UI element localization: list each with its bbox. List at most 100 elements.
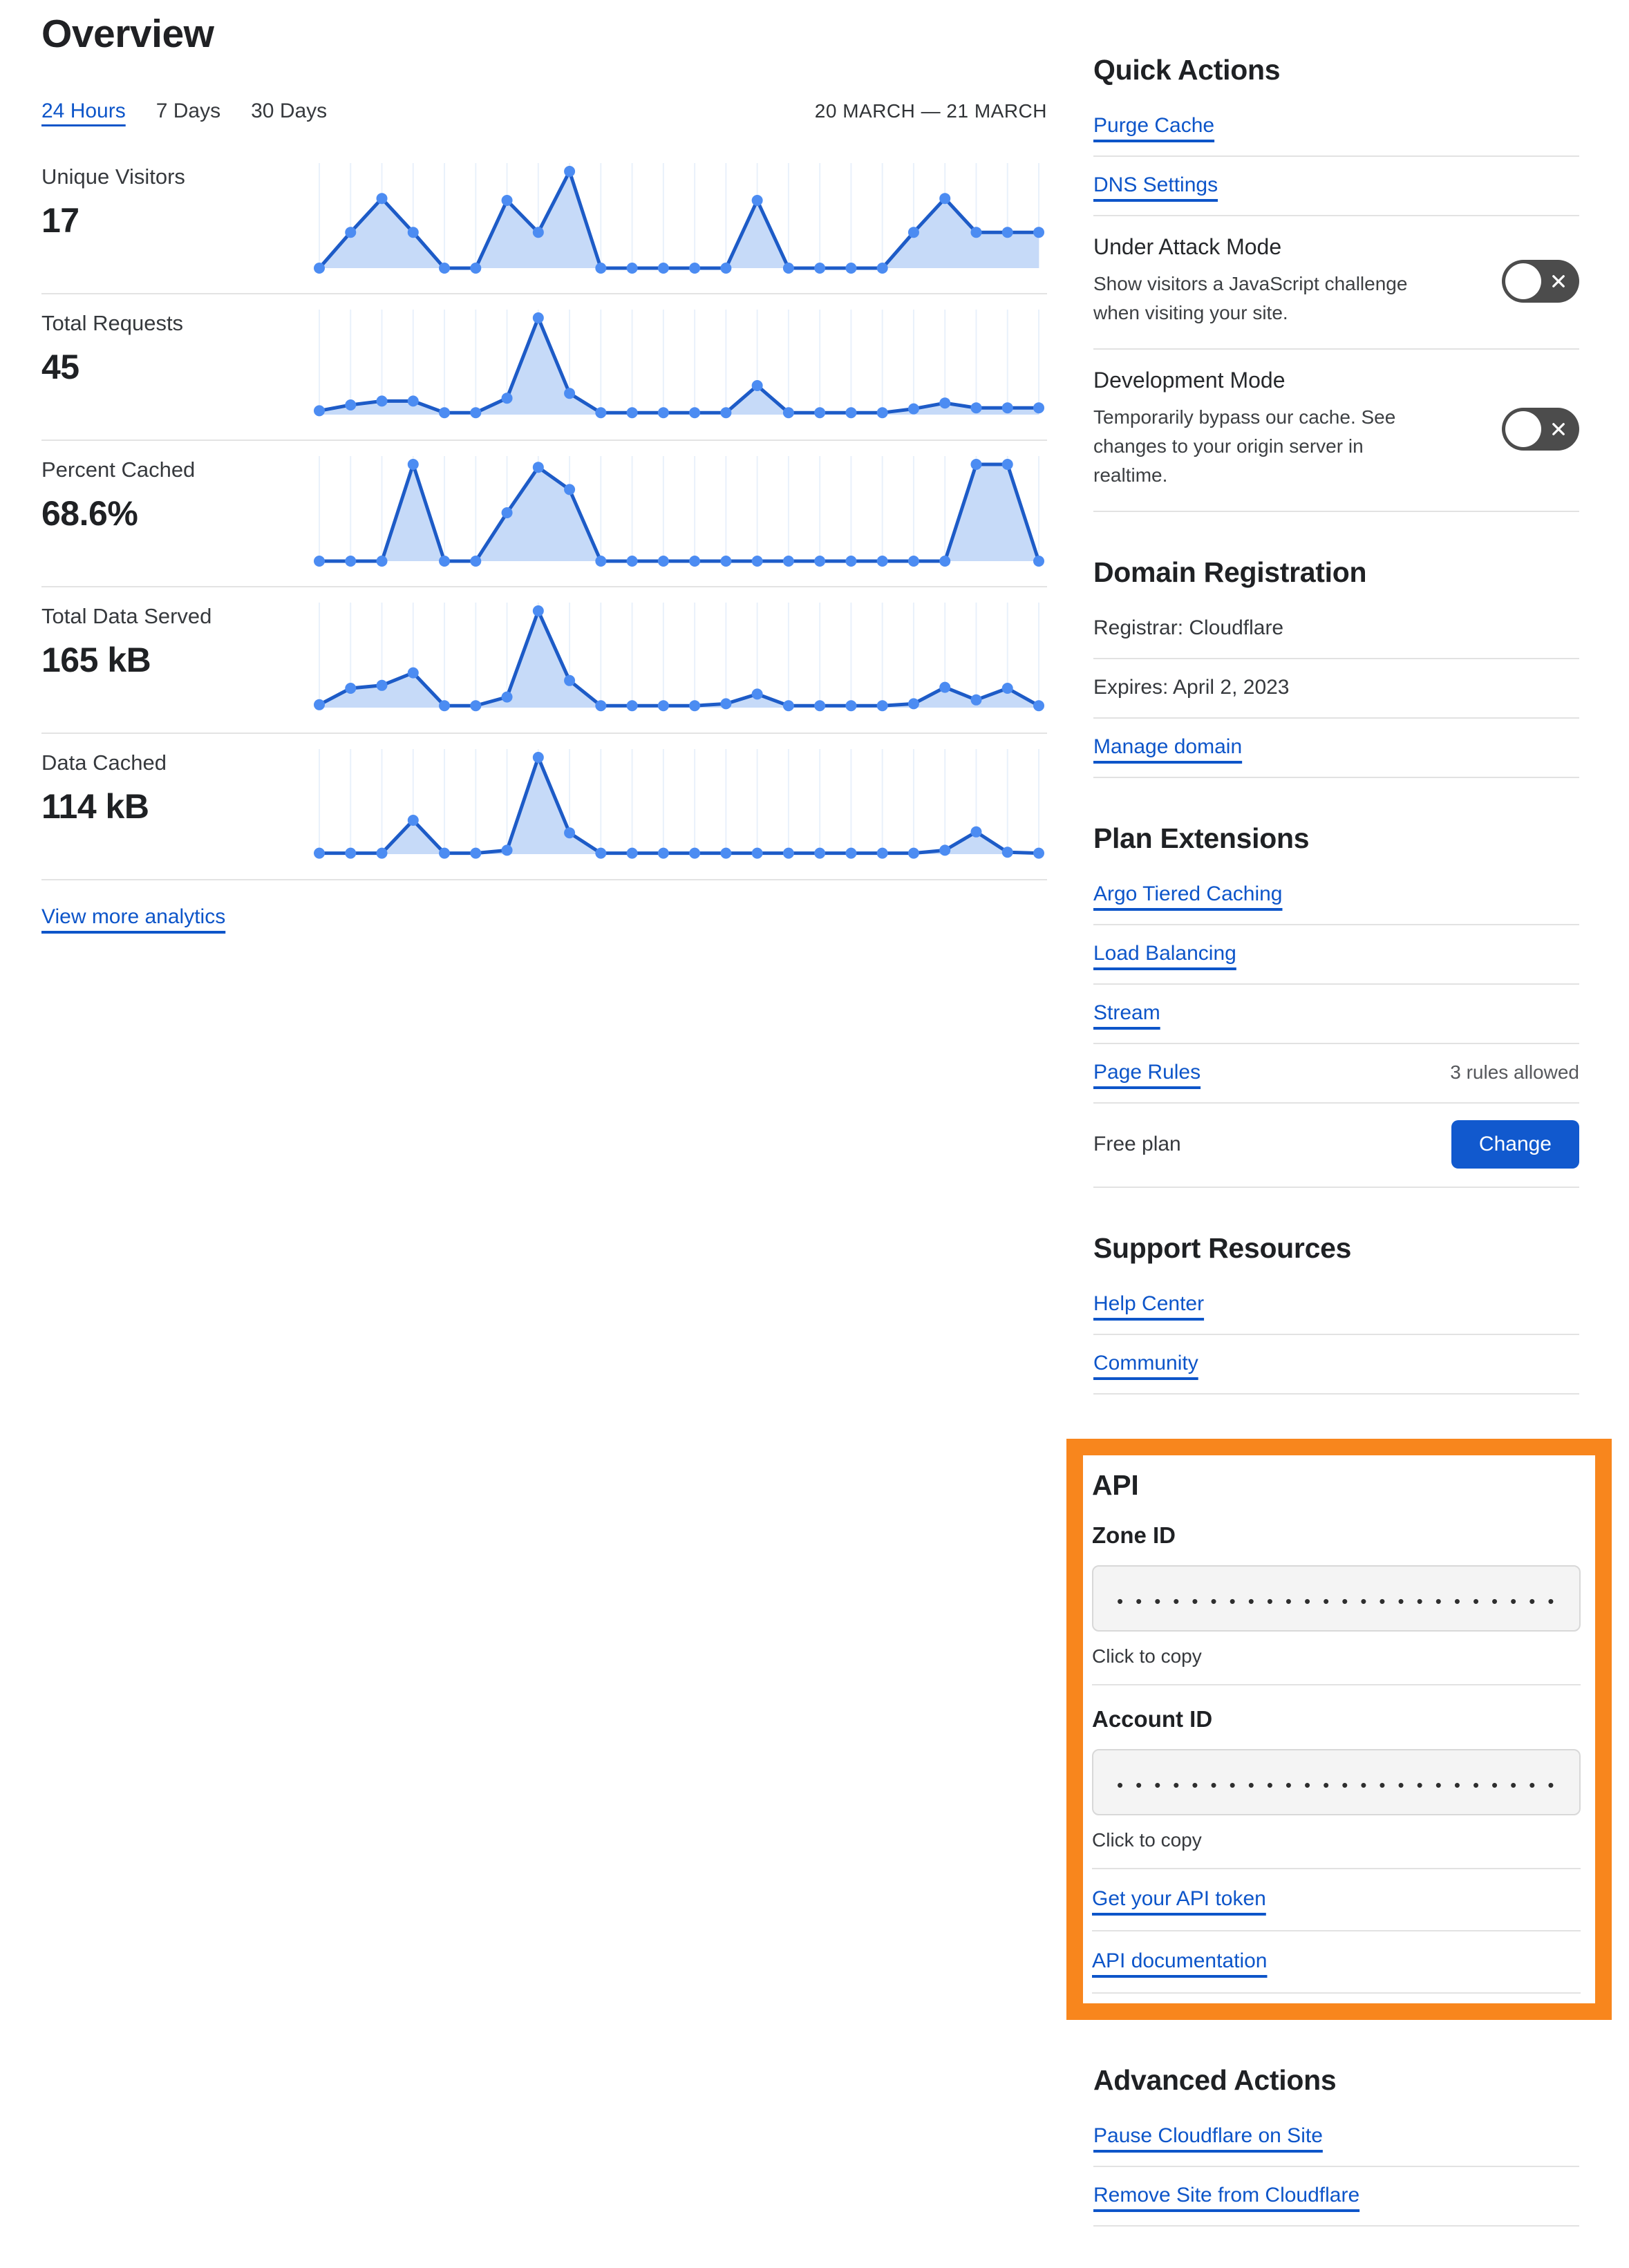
- support-resources-heading: Support Resources: [1093, 1232, 1352, 1264]
- metric-info: Total Requests 45: [41, 294, 311, 440]
- get-api-token-link[interactable]: Get your API token: [1092, 1887, 1266, 1910]
- metric-label: Total Data Served: [41, 604, 212, 628]
- advanced-actions-heading: Advanced Actions: [1093, 2064, 1337, 2096]
- api-token-row: Get your API token: [1092, 1869, 1581, 1931]
- expires-row: Expires: April 2, 2023: [1093, 659, 1579, 719]
- argo-tiered-caching-link[interactable]: Argo Tiered Caching: [1093, 882, 1283, 905]
- metric-value: 68.6%: [41, 494, 138, 533]
- metric-info: Total Data Served 165 kB: [41, 587, 311, 733]
- page-rules-allowance: 3 rules allowed: [1450, 1061, 1579, 1083]
- metric-label: Total Requests: [41, 311, 184, 335]
- remove-site-row: Remove Site from Cloudflare: [1093, 2167, 1579, 2227]
- metric-value: 165 kB: [41, 641, 151, 679]
- sparkline-chart-total-data-served: [314, 603, 1044, 712]
- under-attack-mode-row: Under Attack Mode Show visitors a JavaSc…: [1093, 216, 1579, 350]
- zone-id-field[interactable]: •••••••••••••••••••••••••••: [1092, 1565, 1581, 1632]
- sidebar: Quick Actions Purge Cache DNS Settings U…: [1066, 0, 1612, 2227]
- api-heading: API: [1092, 1469, 1139, 1501]
- metric-row-total-data-served: Total Data Served 165 kB: [41, 587, 1047, 734]
- pause-cloudflare-row: Pause Cloudflare on Site: [1093, 2108, 1579, 2167]
- load-balancing-row: Load Balancing: [1093, 925, 1579, 985]
- expires-value: Expires: April 2, 2023: [1093, 676, 1290, 699]
- metric-value: 114 kB: [41, 787, 149, 826]
- metric-info: Percent Cached 68.6%: [41, 441, 311, 586]
- account-id-label: Account ID: [1092, 1706, 1213, 1732]
- divider: [1092, 1868, 1581, 1869]
- under-attack-mode-description: Show visitors a JavaScript challenge whe…: [1093, 273, 1408, 323]
- api-documentation-row: API documentation: [1092, 1931, 1581, 1994]
- api-documentation-link[interactable]: API documentation: [1092, 1949, 1268, 1972]
- domain-registration-heading: Domain Registration: [1093, 556, 1367, 588]
- argo-tiered-caching-row: Argo Tiered Caching: [1093, 866, 1579, 925]
- plan-label: Free plan: [1093, 1133, 1181, 1155]
- community-link[interactable]: Community: [1093, 1352, 1198, 1374]
- plan-extensions-section: Plan Extensions Argo Tiered Caching Load…: [1093, 822, 1579, 1188]
- stream-row: Stream: [1093, 985, 1579, 1044]
- toggle-knob: [1505, 410, 1541, 447]
- sparkline-chart-total-requests: [314, 310, 1044, 419]
- domain-registration-section: Domain Registration Registrar: Cloudflar…: [1093, 556, 1579, 778]
- zone-id-label: Zone ID: [1092, 1522, 1176, 1548]
- zone-id-copy-hint: Click to copy: [1092, 1645, 1202, 1667]
- metrics-list: Unique Visitors 17 Total Requests 45 Per…: [41, 148, 1047, 880]
- registrar-value: Registrar: Cloudflare: [1093, 616, 1284, 639]
- time-range-tabs: 24 Hours 7 Days 30 Days 20 MARCH — 21 MA…: [41, 100, 1047, 123]
- dns-settings-row: DNS Settings: [1093, 157, 1579, 216]
- advanced-actions-section: Advanced Actions Pause Cloudflare on Sit…: [1093, 2064, 1579, 2227]
- under-attack-mode-toggle[interactable]: [1502, 259, 1579, 303]
- development-mode-description: Temporarily bypass our cache. See change…: [1093, 406, 1396, 486]
- account-id-masked-value: •••••••••••••••••••••••••••: [1117, 1776, 1556, 1794]
- sparkline-chart-data-cached: [314, 749, 1044, 859]
- toggle-knob: [1505, 263, 1541, 299]
- metric-row-percent-cached: Percent Cached 68.6%: [41, 441, 1047, 587]
- metric-value: 17: [41, 201, 79, 240]
- purge-cache-link[interactable]: Purge Cache: [1093, 114, 1215, 137]
- manage-domain-link[interactable]: Manage domain: [1093, 735, 1243, 758]
- sparkline-chart-unique-visitors: [314, 163, 1044, 274]
- stream-link[interactable]: Stream: [1093, 1001, 1160, 1024]
- metric-info: Data Cached 114 kB: [41, 734, 311, 879]
- plan-row: Free plan Change: [1093, 1104, 1579, 1188]
- zone-id-masked-value: •••••••••••••••••••••••••••: [1117, 1592, 1556, 1610]
- help-center-row: Help Center: [1093, 1276, 1579, 1335]
- page-title: Overview: [41, 12, 214, 56]
- metric-row-total-requests: Total Requests 45: [41, 294, 1047, 441]
- metric-row-unique-visitors: Unique Visitors 17: [41, 148, 1047, 294]
- community-row: Community: [1093, 1335, 1579, 1395]
- metric-label: Percent Cached: [41, 457, 196, 482]
- metric-info: Unique Visitors 17: [41, 148, 311, 293]
- metric-value: 45: [41, 348, 79, 386]
- date-range: 20 MARCH — 21 MARCH: [814, 100, 1047, 122]
- account-id-field[interactable]: •••••••••••••••••••••••••••: [1092, 1749, 1581, 1815]
- under-attack-mode-title: Under Attack Mode: [1093, 234, 1282, 259]
- analytics-panel: Overview 24 Hours 7 Days 30 Days 20 MARC…: [41, 0, 1047, 2227]
- registrar-row: Registrar: Cloudflare: [1093, 600, 1579, 659]
- api-section-highlighted: API Zone ID ••••••••••••••••••••••••••• …: [1066, 1439, 1612, 2020]
- load-balancing-link[interactable]: Load Balancing: [1093, 942, 1236, 965]
- purge-cache-row: Purge Cache: [1093, 97, 1579, 157]
- toggle-off-x-icon: [1552, 422, 1565, 435]
- metric-label: Data Cached: [41, 750, 167, 775]
- development-mode-text: Development Mode Temporarily bypass our …: [1093, 368, 1439, 490]
- metric-label: Unique Visitors: [41, 164, 185, 189]
- help-center-link[interactable]: Help Center: [1093, 1292, 1205, 1315]
- metric-row-data-cached: Data Cached 114 kB: [41, 734, 1047, 880]
- tab-30-days[interactable]: 30 Days: [251, 100, 328, 122]
- under-attack-mode-text: Under Attack Mode Show visitors a JavaSc…: [1093, 234, 1439, 328]
- page-rules-link[interactable]: Page Rules: [1093, 1061, 1201, 1084]
- account-id-copy-hint: Click to copy: [1092, 1829, 1202, 1851]
- change-plan-button[interactable]: Change: [1451, 1120, 1579, 1169]
- pause-cloudflare-link[interactable]: Pause Cloudflare on Site: [1093, 2124, 1323, 2147]
- quick-actions-heading: Quick Actions: [1093, 54, 1281, 86]
- development-mode-toggle[interactable]: [1502, 407, 1579, 451]
- dns-settings-link[interactable]: DNS Settings: [1093, 173, 1218, 196]
- tab-7-days[interactable]: 7 Days: [156, 100, 221, 122]
- divider: [1092, 1684, 1581, 1685]
- support-resources-section: Support Resources Help Center Community: [1093, 1232, 1579, 1395]
- plan-extensions-heading: Plan Extensions: [1093, 822, 1310, 854]
- toggle-off-x-icon: [1552, 274, 1565, 287]
- remove-site-link[interactable]: Remove Site from Cloudflare: [1093, 2184, 1360, 2206]
- view-more-analytics-link[interactable]: View more analytics: [41, 905, 226, 928]
- tab-24-hours[interactable]: 24 Hours: [41, 100, 126, 122]
